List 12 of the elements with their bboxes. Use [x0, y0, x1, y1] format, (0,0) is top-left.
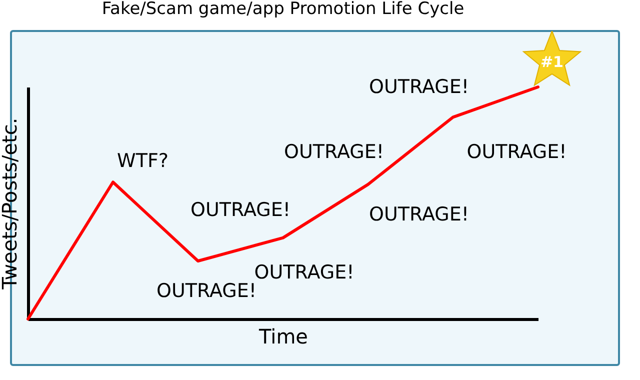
- annotation: OUTRAGE!: [466, 140, 567, 163]
- x-axis-title: Time: [258, 324, 308, 348]
- annotation: OUTRAGE!: [156, 280, 256, 302]
- annotation: OUTRAGE!: [369, 204, 469, 226]
- y-axis-title: Tweets/Posts/etc.: [0, 118, 22, 290]
- annotation: OUTRAGE!: [254, 262, 354, 284]
- annotation: OUTRAGE!: [284, 140, 384, 163]
- annotation: OUTRAGE!: [190, 198, 290, 221]
- chart-title: Fake/Scam game/app Promotion Life Cycle: [102, 0, 464, 19]
- text: #1: [540, 53, 564, 71]
- annotation: OUTRAGE!: [369, 76, 469, 98]
- annotation: WTF?: [117, 150, 168, 172]
